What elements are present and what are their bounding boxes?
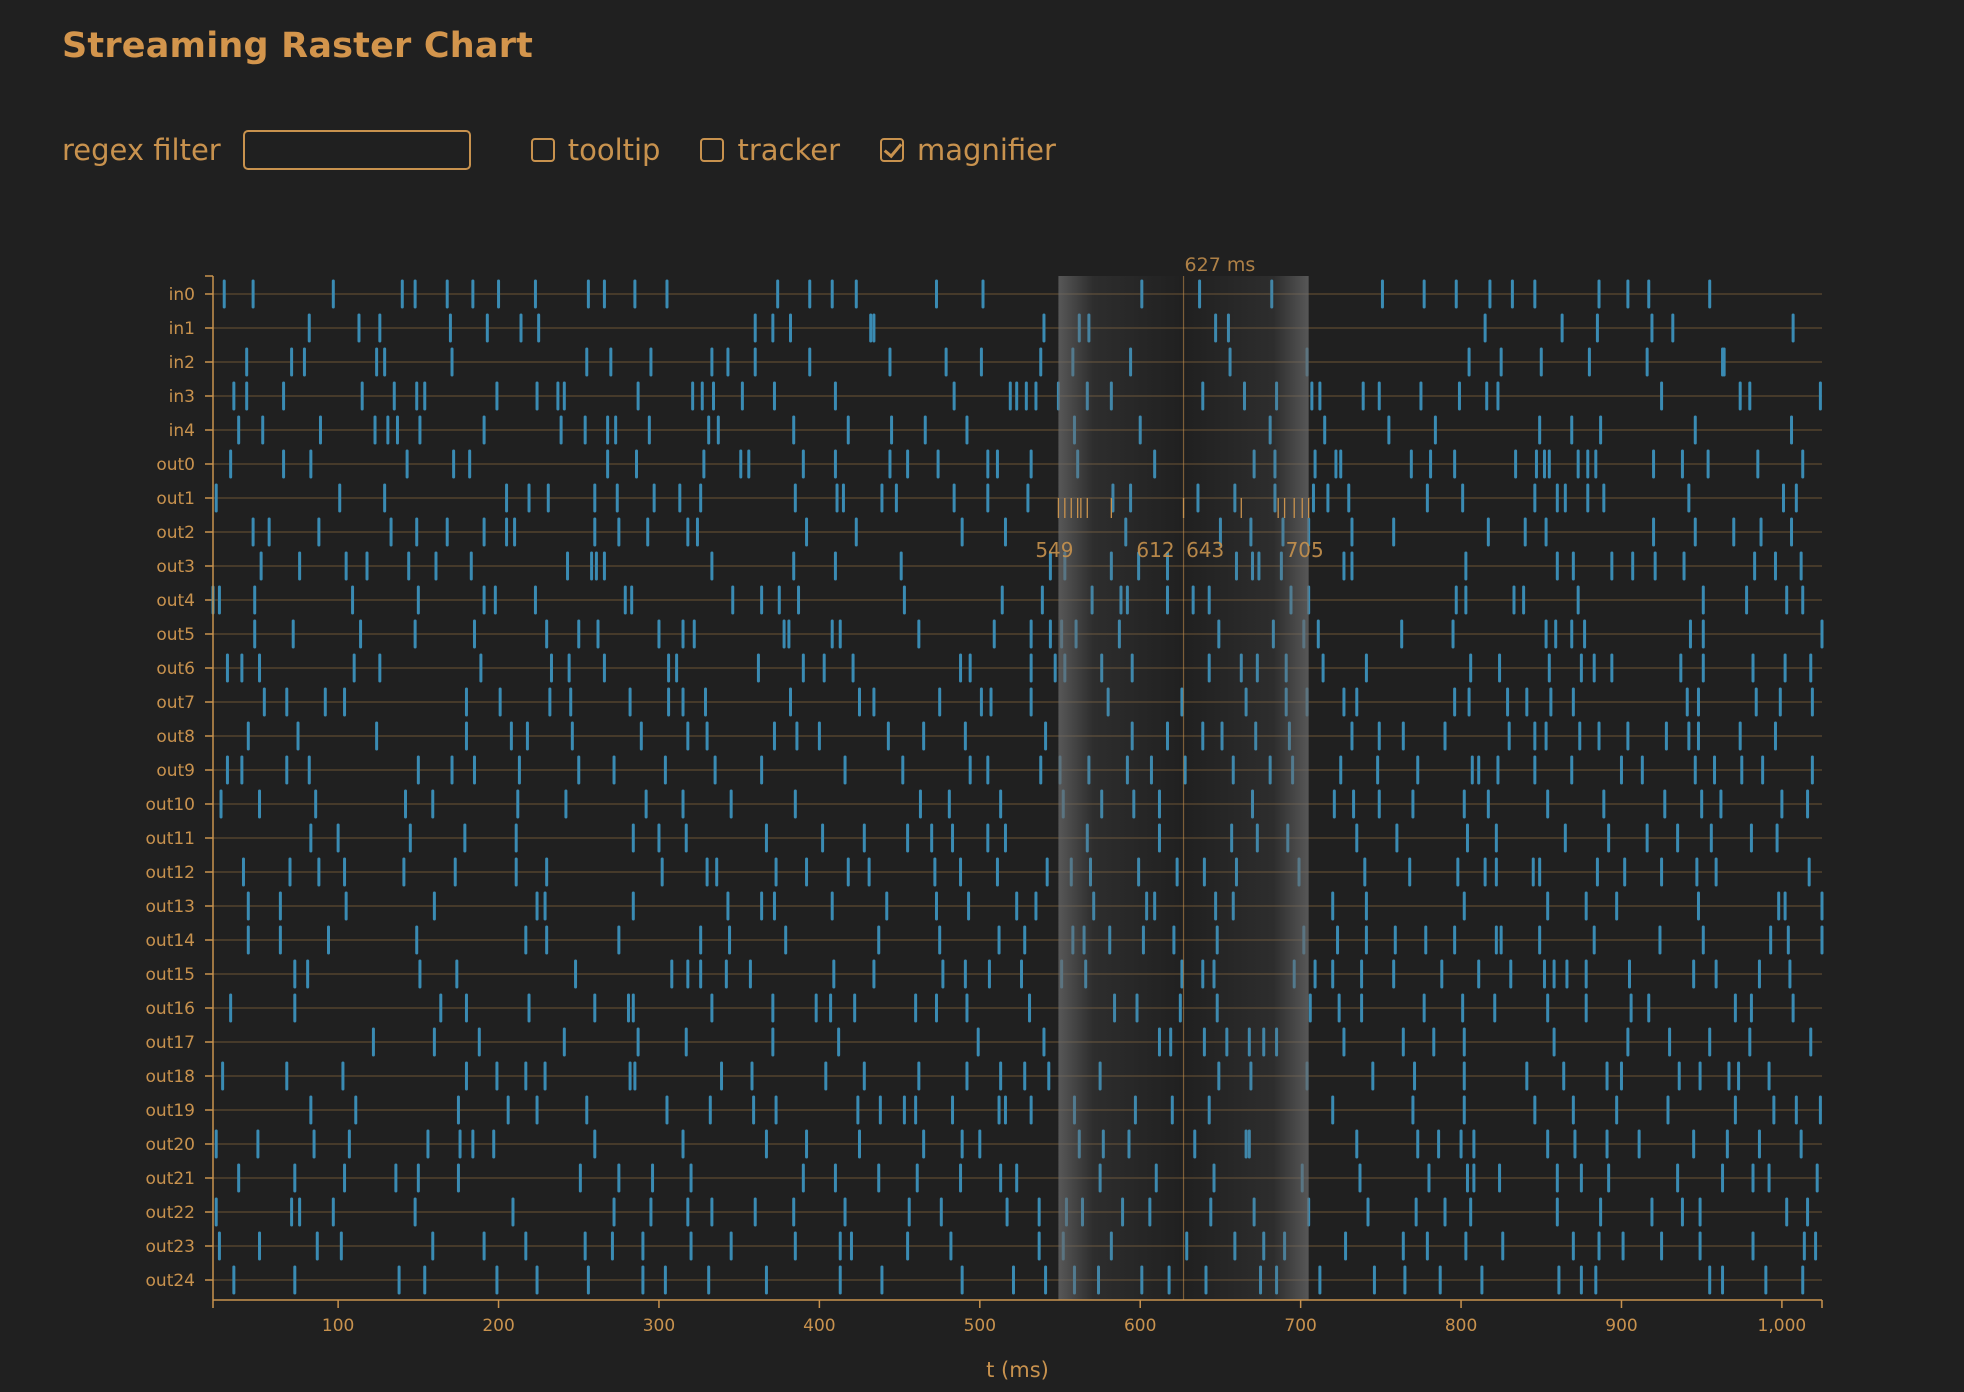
- y-tick-label: out7: [156, 693, 195, 713]
- regex-filter-label: regex filter: [62, 133, 221, 167]
- x-tick-label: 500: [964, 1316, 996, 1336]
- y-tick-label: out13: [146, 897, 195, 917]
- y-tick-label: out2: [156, 523, 195, 543]
- magnifier-time-label: 627 ms: [1185, 254, 1256, 276]
- magnifier-toggle[interactable]: magnifier: [880, 133, 1056, 167]
- y-tick-label: out0: [156, 455, 195, 475]
- tracker-label: tracker: [737, 133, 841, 167]
- x-tick-label: 200: [482, 1316, 514, 1336]
- y-tick-label: out1: [156, 489, 195, 509]
- y-tick-label: out14: [146, 931, 195, 951]
- y-tick-label: out20: [146, 1135, 195, 1155]
- x-tick-label: 800: [1445, 1316, 1477, 1336]
- tooltip-label: tooltip: [567, 133, 661, 167]
- y-tick-label: out10: [146, 795, 195, 815]
- y-tick-label: out23: [146, 1237, 195, 1257]
- y-tick-label: out11: [146, 829, 195, 849]
- y-tick-label: out12: [146, 863, 195, 883]
- y-tick-label: out17: [146, 1033, 195, 1053]
- magnifier-tick-label: 705: [1286, 538, 1324, 562]
- x-tick-label: 400: [803, 1316, 835, 1336]
- y-tick-label: out3: [156, 557, 195, 577]
- x-tick-label: 700: [1284, 1316, 1316, 1336]
- page-title: Streaming Raster Chart: [62, 26, 534, 66]
- y-tick-label: out6: [156, 659, 195, 679]
- y-tick-label: out8: [156, 727, 195, 747]
- magnifier-tick-label: 612: [1136, 538, 1174, 562]
- regex-filter-input[interactable]: [242, 130, 471, 170]
- y-tick-label: out9: [156, 761, 195, 781]
- y-tick-label: in2: [169, 353, 195, 373]
- y-tick-label: in0: [169, 285, 195, 305]
- x-tick-label: 600: [1124, 1316, 1156, 1336]
- x-tick-label: 100: [322, 1316, 354, 1336]
- x-tick-label: 1,000: [1758, 1316, 1807, 1336]
- y-tick-label: out4: [156, 591, 195, 611]
- magnifier-tick-label: 549: [1035, 538, 1073, 562]
- y-tick-label: out24: [146, 1271, 195, 1291]
- tooltip-toggle[interactable]: tooltip: [530, 133, 661, 167]
- y-tick-label: out19: [146, 1101, 195, 1121]
- y-tick-label: out22: [146, 1203, 195, 1223]
- tracker-checkbox[interactable]: [700, 138, 725, 162]
- magnifier-checkbox[interactable]: [880, 138, 905, 162]
- y-tick-label: out21: [146, 1169, 195, 1189]
- y-tick-label: out18: [146, 1067, 195, 1087]
- tracker-toggle[interactable]: tracker: [700, 133, 840, 167]
- x-tick-label: 300: [643, 1316, 675, 1336]
- y-tick-label: out16: [146, 999, 195, 1019]
- x-axis-label: t (ms): [986, 1358, 1049, 1382]
- tooltip-checkbox[interactable]: [530, 138, 555, 162]
- magnifier-tick-label: 643: [1186, 538, 1224, 562]
- y-tick-label: in4: [169, 421, 195, 441]
- magnifier-label: magnifier: [917, 133, 1056, 167]
- controls-bar: regex filter tooltip tracker magnifier: [62, 126, 1096, 174]
- y-tick-label: in1: [169, 319, 195, 339]
- y-tick-label: in3: [169, 387, 195, 407]
- x-tick-label: 900: [1605, 1316, 1637, 1336]
- y-tick-label: out15: [146, 965, 195, 985]
- y-tick-label: out5: [156, 625, 195, 645]
